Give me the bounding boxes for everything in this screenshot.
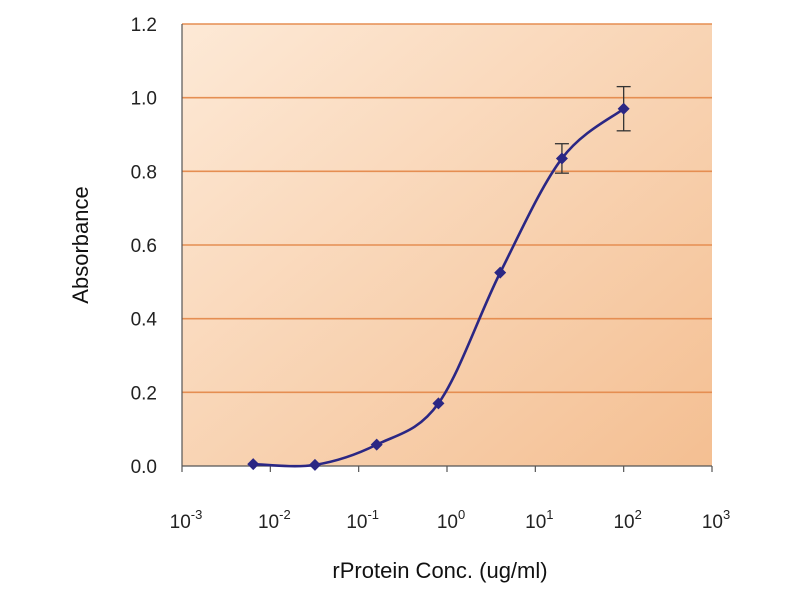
y-tick-label: 0.2 — [131, 383, 157, 404]
y-axis-title: Absorbance — [68, 186, 93, 303]
x-tick-label: 10-1 — [346, 507, 379, 533]
y-tick-label: 0.8 — [131, 162, 157, 183]
data-point — [494, 266, 507, 279]
gridlines — [182, 23, 712, 394]
x-tick-label: 101 — [525, 507, 553, 533]
y-tick-label: 1.2 — [131, 15, 157, 36]
data-point — [370, 438, 383, 451]
data-point — [432, 397, 445, 410]
y-tick-labels: 0.0 0.2 0.4 0.6 0.8 1.0 1.2 — [131, 15, 158, 478]
data-point — [308, 458, 321, 471]
x-tick-label: 10-2 — [258, 507, 291, 533]
y-tick-label: 0.4 — [131, 310, 158, 331]
x-tick-label: 10-3 — [170, 507, 203, 533]
data-markers — [247, 102, 630, 471]
y-tick-label: 1.0 — [131, 89, 157, 110]
data-point — [555, 152, 568, 165]
x-tick-marks — [181, 466, 713, 472]
x-tick-labels: 10-3 10-2 10-1 100 101 102 103 — [170, 507, 731, 533]
x-tick-label: 102 — [613, 507, 641, 533]
data-point — [617, 102, 630, 115]
x-tick-label: 103 — [702, 507, 730, 533]
y-tick-label: 0.0 — [131, 457, 157, 478]
data-point — [247, 458, 260, 471]
x-axis-title: rProtein Conc. (ug/ml) — [332, 558, 547, 583]
y-tick-label: 0.6 — [131, 236, 157, 257]
x-tick-label: 100 — [437, 507, 465, 533]
error-bars — [554, 85, 631, 174]
